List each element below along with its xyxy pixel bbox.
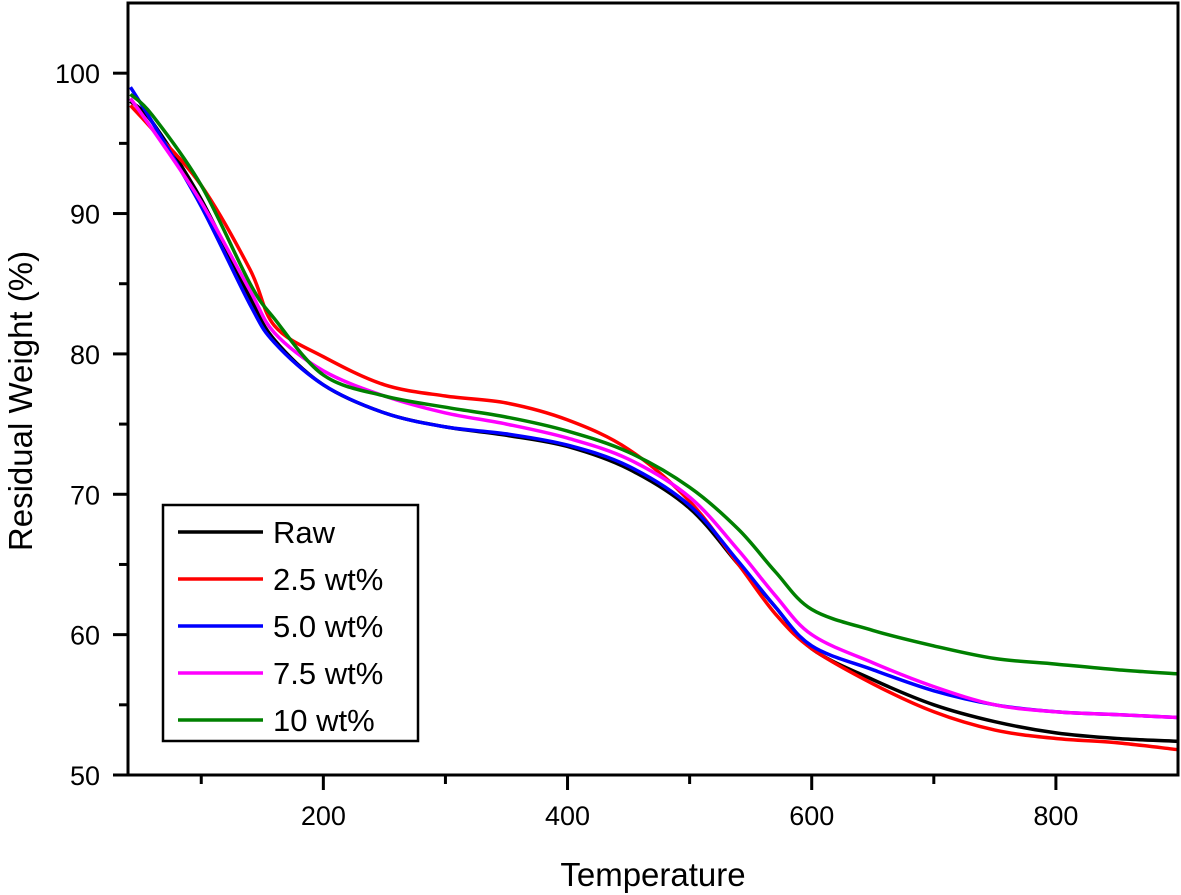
y-tick-label: 50 xyxy=(70,761,100,791)
legend-label: 5.0 wt% xyxy=(273,609,383,644)
y-axis-title: Residual Weight (%) xyxy=(2,251,39,551)
y-tick-label: 70 xyxy=(70,480,100,510)
x-tick-label: 400 xyxy=(545,801,590,831)
legend-label: 2.5 wt% xyxy=(273,562,383,597)
series-line-7-5-wt- xyxy=(129,97,1179,720)
series-line-raw xyxy=(129,99,1179,744)
y-tick-label: 60 xyxy=(70,621,100,651)
series-line-5-0-wt- xyxy=(128,86,1179,720)
legend-label: Raw xyxy=(273,515,336,550)
series-line-10-wt- xyxy=(129,92,1179,676)
legend-label: 7.5 wt% xyxy=(273,656,383,691)
x-tick-label: 200 xyxy=(301,801,346,831)
legend-label: 10 wt% xyxy=(273,703,375,738)
series-line-2-5-wt- xyxy=(129,104,1179,752)
plot-frame xyxy=(126,1,1180,777)
y-tick-label: 90 xyxy=(70,200,100,230)
x-tick-label: 800 xyxy=(1033,801,1078,831)
y-tick-label: 100 xyxy=(55,59,100,89)
x-axis-title: Temperature xyxy=(560,856,745,893)
y-tick-label: 80 xyxy=(70,340,100,370)
x-tick-label: 600 xyxy=(789,801,834,831)
legend: Raw 2.5 wt% 5.0 wt% 7.5 wt% 10 wt% xyxy=(161,503,420,743)
x-axis-ticks: 200 400 600 800 xyxy=(199,775,1078,831)
legend-box xyxy=(161,503,420,743)
plot-lines xyxy=(128,86,1179,752)
y-axis-ticks: 50 60 70 80 90 100 xyxy=(55,59,128,791)
